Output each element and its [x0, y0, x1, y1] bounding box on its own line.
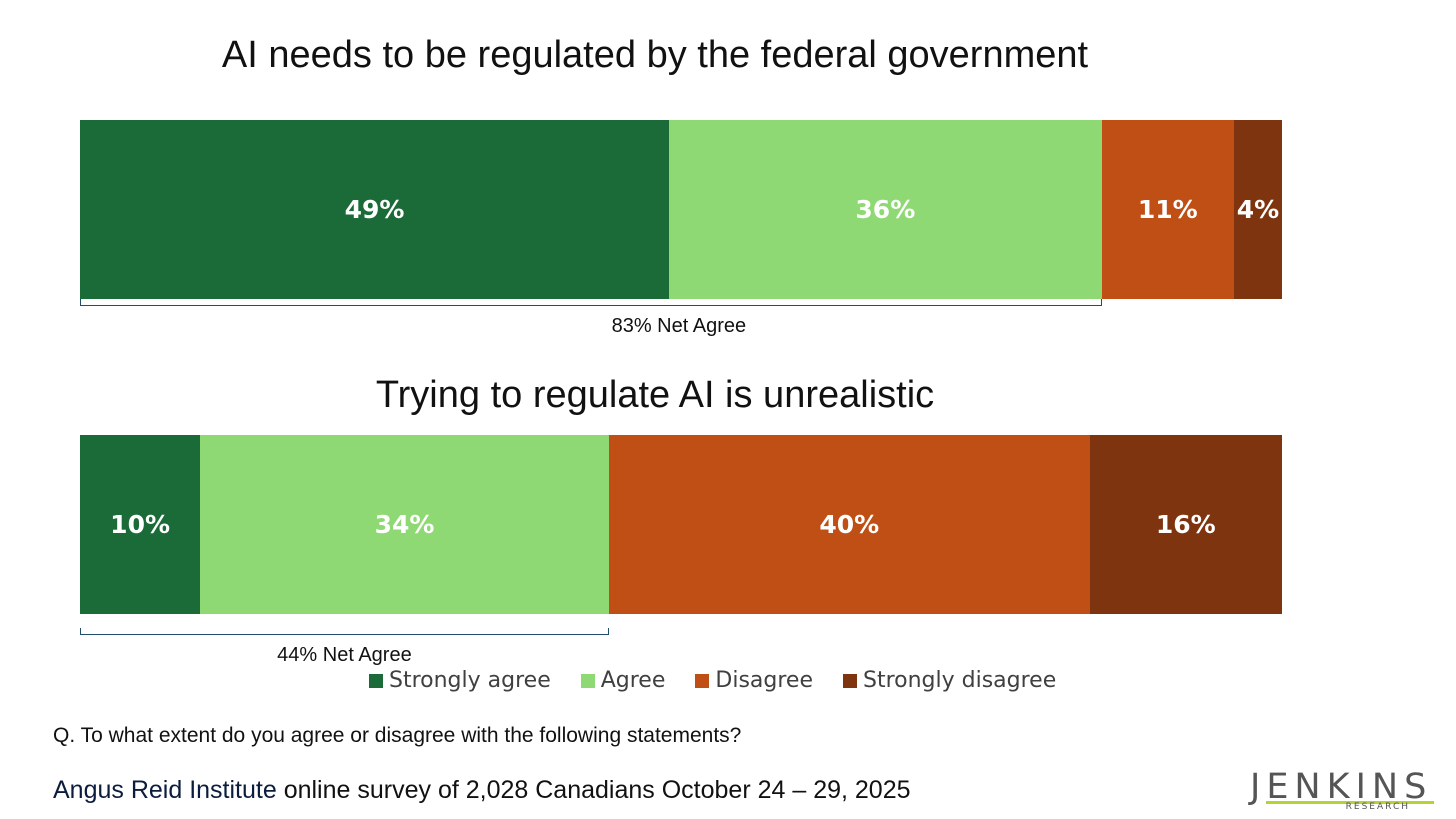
legend-label-strongly-agree: Strongly agree: [389, 668, 551, 693]
data-label: 11%: [1137, 195, 1198, 224]
stacked-bar-federal-regulation: 49% 36% 11% 4%: [80, 120, 1282, 299]
bar-segment-disagree: 11%: [1101, 120, 1234, 299]
chart-title-unrealistic: Trying to regulate AI is unrealistic: [375, 374, 935, 416]
legend-swatch-strongly-disagree: [842, 673, 857, 688]
data-label: 49%: [344, 195, 405, 224]
stacked-bar-unrealistic: 10% 34% 40% 16%: [80, 435, 1282, 614]
bar-segment-agree: 36%: [668, 120, 1102, 299]
jenkins-research-logo: JENKINS RESEARCH: [1250, 770, 1436, 814]
legend-label-disagree: Disagree: [715, 668, 813, 693]
net-agree-bracket-2: [80, 628, 609, 635]
source-text: online survey of 2,028 Canadians October…: [276, 776, 911, 804]
data-label: 40%: [819, 510, 880, 539]
survey-question: Q. To what extent do you agree or disagr…: [53, 724, 742, 747]
chart-legend: Strongly agree Agree Disagree Strongly d…: [369, 668, 1086, 693]
data-label: 36%: [855, 195, 916, 224]
legend-label-strongly-disagree: Strongly disagree: [862, 668, 1057, 693]
legend-item-strongly-agree: Strongly agree: [369, 668, 551, 693]
net-agree-bracket-1: [80, 299, 1102, 306]
net-agree-label-2: 44% Net Agree: [277, 644, 412, 666]
data-label: 34%: [374, 510, 435, 539]
legend-swatch-disagree: [695, 673, 710, 688]
data-label: 10%: [110, 510, 171, 539]
bar-segment-strongly-disagree: 16%: [1089, 435, 1282, 614]
bar-segment-strongly-disagree: 4%: [1233, 120, 1282, 299]
bar-segment-disagree: 40%: [608, 435, 1090, 614]
logo-underline: [1266, 801, 1434, 804]
data-label: 4%: [1236, 195, 1280, 224]
legend-item-agree: Agree: [580, 668, 666, 693]
logo-sub: RESEARCH: [1345, 802, 1410, 812]
bar-segment-agree: 34%: [200, 435, 609, 614]
legend-item-strongly-disagree: Strongly disagree: [842, 668, 1057, 693]
data-label: 16%: [1155, 510, 1216, 539]
source-org: Angus Reid Institute: [53, 776, 277, 804]
legend-swatch-agree: [580, 673, 595, 688]
net-agree-label-1: 83% Net Agree: [611, 315, 747, 337]
bar-segment-strongly-agree: 49%: [80, 120, 669, 299]
survey-source: Angus Reid Institute online survey of 2,…: [53, 776, 911, 805]
legend-swatch-strongly-agree: [369, 673, 383, 688]
bar-segment-strongly-agree: 10%: [80, 435, 201, 614]
legend-item-disagree: Disagree: [695, 668, 813, 693]
logo-word: JENKINS: [1250, 767, 1433, 807]
chart-title-federal-regulation: AI needs to be regulated by the federal …: [221, 34, 1089, 76]
legend-label-agree: Agree: [600, 668, 666, 693]
